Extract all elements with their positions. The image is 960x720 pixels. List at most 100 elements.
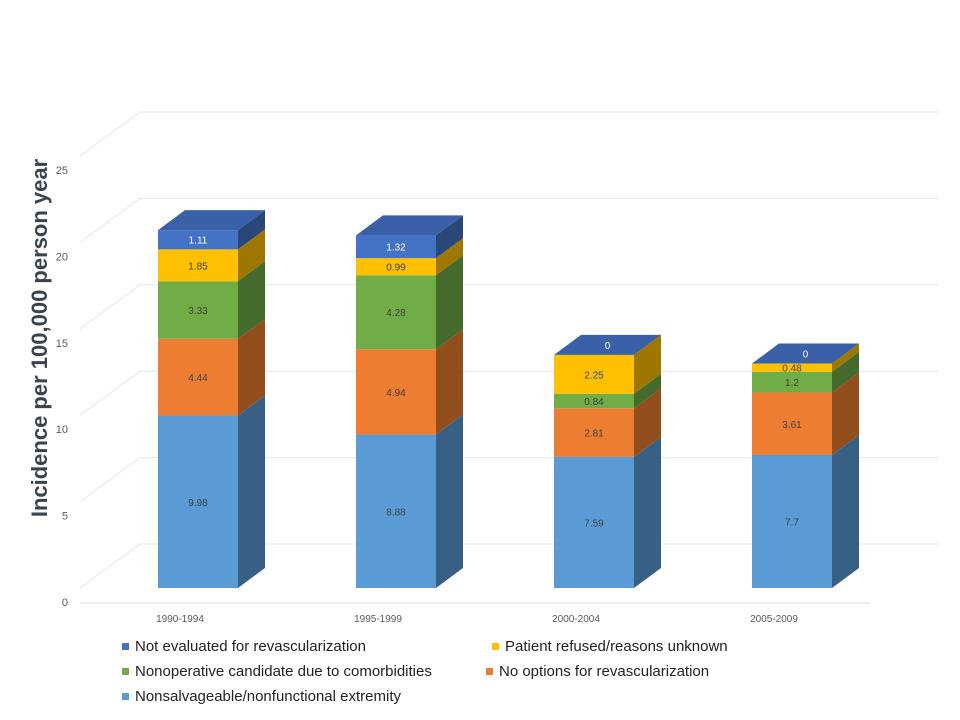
data-label: 1.11 (189, 236, 208, 247)
gridlines (79, 111, 938, 604)
x-tick-label: 2005-2009 (750, 614, 798, 625)
bar-segment (554, 456, 634, 588)
data-label: 7.7 (785, 517, 799, 528)
bar-stack: 8.88 4.94 4.28 0.99 1.32 (356, 215, 463, 588)
data-label: 4.28 (386, 308, 406, 319)
bar-segment-side (238, 261, 265, 339)
data-label: 1.2 (785, 378, 799, 389)
y-axis-ticks: 0 5 10 15 20 25 (56, 165, 68, 609)
bar-stack: 7.59 2.81 0.84 2.25 0 (554, 334, 661, 588)
gridline-diagonal (79, 370, 141, 416)
x-tick-label: 1990-1994 (156, 614, 204, 625)
y-tick-label: 15 (56, 338, 68, 350)
data-label: 2.81 (584, 429, 604, 440)
bar-segment (158, 281, 238, 339)
bar-top (554, 334, 661, 355)
data-label: 0.99 (386, 263, 406, 274)
bar-segment-side (436, 255, 463, 350)
bar-segment-side (634, 436, 661, 588)
bar-segment-side (634, 388, 661, 457)
legend-swatch (122, 668, 129, 675)
gridline-diagonal (79, 197, 141, 243)
bar-segment (356, 275, 436, 350)
bar-segment-side (238, 210, 265, 250)
y-tick-label: 10 (56, 424, 68, 436)
legend-label: No options for revascularization (499, 663, 710, 680)
bar-top (752, 343, 859, 364)
y-tick-label: 5 (62, 511, 68, 523)
bar-segment (554, 408, 634, 457)
bar-stack: 9.98 4.44 3.33 1.85 1.11 (158, 210, 265, 588)
data-label: 9.98 (188, 498, 208, 509)
bar-segment (554, 393, 634, 409)
bar-segment-side (832, 351, 859, 393)
bar-stack: 7.7 3.61 1.2 0.480 (752, 343, 859, 588)
data-label: 7.59 (584, 518, 604, 529)
bar-segment-side (436, 414, 463, 588)
bar-segment (356, 235, 436, 259)
x-tick-label: 2000-2004 (552, 614, 600, 625)
data-label: 0 (605, 341, 611, 352)
data-label: 0.48 (782, 364, 802, 375)
legend-swatch (122, 693, 129, 700)
bar-top (356, 215, 463, 236)
legend-swatch (122, 643, 129, 650)
bar-segment-side (832, 434, 859, 588)
data-label: 1.32 (386, 243, 406, 254)
y-tick-label: 20 (56, 251, 68, 263)
bar-segment (158, 415, 238, 588)
legend-label: Nonsalvageable/nonfunctional extremity (135, 688, 401, 705)
data-label: 1.85 (188, 261, 208, 272)
legend-item: No options for revascularization (486, 663, 709, 680)
bar-segment-side (238, 229, 265, 282)
data-label: 4.94 (386, 388, 406, 399)
x-tick-label: 1995-1999 (354, 614, 402, 625)
bar-segment-side (832, 372, 859, 455)
data-label: 3.33 (188, 306, 208, 317)
bar-segment (752, 363, 832, 372)
y-tick-label: 0 (62, 597, 68, 609)
bar-segment-side (436, 238, 463, 276)
legend-item: Not evaluated for revascularization (122, 638, 366, 655)
bar-segment (752, 392, 832, 455)
legend-item: Nonoperative candidate due to comorbidit… (122, 663, 432, 680)
bar-segment (356, 434, 436, 588)
bar-segment (356, 349, 436, 435)
legend-label: Nonoperative candidate due to comorbidit… (135, 663, 432, 680)
bar-segment-side (436, 329, 463, 435)
gridline-diagonal (79, 111, 141, 157)
gridline-diagonal (79, 284, 141, 330)
bar-segment (158, 230, 238, 250)
bar-top (158, 210, 265, 231)
y-tick-label: 25 (56, 165, 68, 177)
bar-segment (554, 354, 634, 394)
legend-swatch (492, 643, 499, 650)
bars: 9.98 4.44 3.33 1.85 1.11 8.88 4.94 4.28 0.99 1.32… (158, 210, 859, 588)
bar-segment (158, 249, 238, 282)
bar-segment-side (238, 395, 265, 588)
data-label: 0.84 (584, 397, 604, 408)
legend-label: Patient refused/reasons unknown (505, 638, 728, 655)
data-label: 3.61 (782, 420, 802, 431)
data-label: 2.25 (584, 370, 604, 381)
y-axis-title: Incidence per 100,000 person year (27, 158, 52, 518)
bar-segment-side (634, 373, 661, 409)
data-label: 0 (803, 350, 809, 361)
legend-item: Patient refused/reasons unknown (492, 638, 728, 655)
legend-label: Not evaluated for revascularization (135, 638, 366, 655)
bar-segment-side (238, 318, 265, 416)
bar-segment-side (832, 343, 859, 372)
gridline-diagonal (79, 457, 141, 503)
data-label: 4.44 (188, 373, 208, 384)
gridline-diagonal (79, 543, 141, 589)
bar-segment (356, 258, 436, 276)
data-label: 8.88 (386, 507, 406, 518)
legend-swatch (486, 668, 493, 675)
legend-item: Nonsalvageable/nonfunctional extremity (122, 688, 401, 705)
x-axis-ticks: 1990-1994 1995-1999 2000-2004 2005-2009 (156, 614, 798, 625)
bar-segment-side (436, 215, 463, 259)
bar-segment (752, 371, 832, 393)
bar-segment (752, 454, 832, 588)
bar-segment (158, 338, 238, 416)
